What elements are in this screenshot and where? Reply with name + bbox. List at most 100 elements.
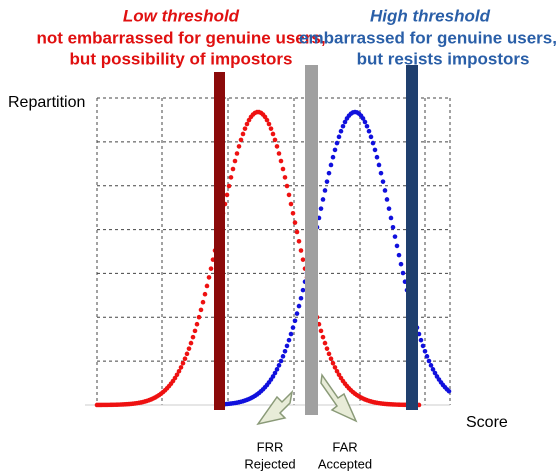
curve-dot: [446, 388, 452, 394]
curve-dot: [320, 334, 326, 340]
curve-dot: [318, 206, 324, 211]
curve-dot: [386, 206, 392, 211]
curve-dot: [270, 131, 276, 137]
low-line: but possibility of impostors: [70, 49, 293, 68]
curve-dot: [326, 351, 332, 357]
curve-dot: [282, 348, 288, 354]
curve-dot: [294, 311, 300, 316]
curve-dot: [362, 119, 368, 125]
curve-dot: [326, 170, 332, 176]
curve-dot: [388, 215, 394, 221]
curve-dot: [342, 119, 348, 125]
curve-dot: [292, 318, 298, 324]
frr-sub: Rejected: [244, 456, 295, 471]
curve-dot: [360, 116, 366, 121]
curve-dot: [334, 368, 340, 374]
x-axis-label: Score: [466, 414, 508, 431]
curve-dot: [330, 154, 336, 160]
curve-dot: [198, 307, 204, 313]
curve-dot: [290, 325, 296, 330]
curve-dot: [204, 283, 210, 289]
curve-dot: [396, 252, 402, 258]
curve-dot: [390, 224, 396, 230]
frr-arrow: [256, 389, 294, 426]
curve-dot: [428, 363, 434, 368]
curve-dot: [340, 123, 346, 129]
curve-dot: [370, 140, 376, 146]
frr-label: FRR: [257, 439, 284, 454]
curve-dot: [364, 123, 370, 129]
curve-dot: [328, 162, 334, 168]
curve-dot: [202, 291, 208, 297]
curve-dot: [334, 140, 340, 146]
curve-dot: [230, 166, 236, 172]
curve-dot: [422, 348, 428, 354]
curve-dot: [372, 147, 378, 153]
curve-dot: [298, 248, 304, 253]
curve-dot: [418, 337, 424, 343]
curve-dot: [284, 183, 290, 189]
mid-threshold-bar: [305, 65, 318, 415]
curve-dot: [394, 243, 400, 249]
curve-dot: [226, 183, 232, 189]
curve-dot: [380, 179, 386, 184]
far-sub: Accepted: [318, 456, 372, 471]
curve-dot: [290, 210, 296, 216]
curve-dot: [278, 158, 284, 164]
curve-dot: [174, 372, 180, 378]
curve-dot: [420, 343, 426, 349]
curve-dot: [270, 374, 276, 379]
curve-dot: [378, 170, 384, 176]
curve-dot: [286, 192, 292, 198]
curve-dot: [234, 151, 240, 156]
curve-dot: [240, 131, 246, 137]
curve-dot: [296, 303, 302, 309]
curve-dot: [232, 158, 238, 164]
curve-dot: [264, 117, 270, 123]
curve-dot: [330, 360, 336, 366]
curve-dot: [238, 137, 244, 143]
curve-dot: [184, 351, 190, 357]
curve-dot: [182, 356, 188, 362]
curve-dot: [200, 299, 206, 305]
curve-dot: [384, 197, 390, 202]
curve-dot: [228, 175, 234, 180]
curve-dot: [288, 331, 294, 337]
curve-dot: [266, 121, 272, 127]
curve-dot: [320, 197, 326, 202]
curve-dot: [282, 175, 288, 180]
curve-dot: [324, 179, 330, 184]
curve-dot: [382, 188, 388, 193]
curve-dot: [268, 126, 274, 131]
curve-dot: [178, 365, 184, 370]
curve-dot: [272, 370, 278, 376]
curve-dot: [294, 229, 300, 235]
curve-dot: [332, 365, 338, 370]
curve-dot: [338, 128, 344, 134]
curve-dot: [272, 137, 278, 143]
curve-dot: [322, 188, 328, 193]
curve-dot: [430, 367, 436, 372]
curve-dot: [188, 340, 194, 346]
curve-dot: [274, 367, 280, 372]
curve-dot: [190, 334, 196, 340]
y-axis-label: Repartition: [8, 94, 85, 111]
curve-dot: [400, 270, 406, 276]
curve-dot: [288, 201, 294, 207]
curve-dot: [284, 343, 290, 349]
curve-dot: [276, 363, 282, 368]
curve-dot: [296, 238, 302, 244]
grid: [85, 97, 451, 406]
curve-dot: [298, 295, 304, 301]
curve-dot: [208, 266, 214, 271]
curve-dot: [324, 346, 330, 351]
curve-dot: [398, 261, 404, 267]
curve-dot: [286, 337, 292, 343]
curve-dot: [280, 166, 286, 172]
high-line: but resists impostors: [357, 49, 530, 68]
curve-dot: [368, 134, 374, 140]
curve-dot: [196, 314, 202, 320]
curve-dot: [336, 134, 342, 140]
curve-dot: [206, 275, 212, 280]
